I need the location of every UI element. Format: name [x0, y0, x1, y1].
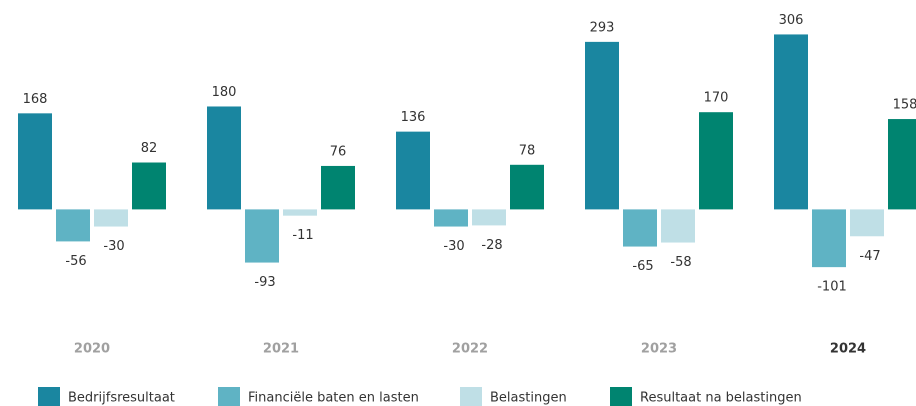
bar [623, 209, 657, 247]
bar [396, 131, 430, 210]
legend-swatch [610, 387, 632, 406]
bar [699, 112, 733, 210]
bar [585, 41, 619, 210]
bar [850, 209, 884, 237]
data-label: 293 [590, 20, 615, 35]
data-label: -93 [254, 275, 275, 290]
data-label: 82 [141, 141, 158, 156]
bar [661, 209, 695, 243]
bar [283, 209, 317, 216]
bar [510, 164, 544, 210]
bar [774, 34, 808, 210]
data-label: 168 [23, 92, 48, 107]
x-tick-label: 2024 [830, 342, 866, 357]
bar [94, 209, 128, 227]
bar [472, 209, 506, 226]
bar [132, 162, 166, 210]
bar [434, 209, 468, 227]
data-label: 76 [330, 144, 347, 159]
bar [207, 106, 241, 210]
data-label: 78 [519, 143, 536, 158]
legend-swatch [460, 387, 482, 406]
legend-swatch [218, 387, 240, 406]
data-label: -65 [632, 259, 653, 274]
legend-label: Resultaat na belastingen [640, 391, 802, 406]
legend-label: Belastingen [490, 391, 567, 406]
data-label: -30 [103, 239, 124, 254]
data-label: -58 [670, 255, 691, 270]
bar [18, 113, 52, 210]
legend-label: Financiële baten en lasten [248, 391, 419, 406]
data-label: -101 [817, 280, 847, 295]
data-label: -11 [292, 228, 313, 243]
x-tick-label: 2021 [263, 342, 299, 357]
bar [888, 119, 916, 210]
x-tick-label: 2023 [641, 342, 677, 357]
data-label: 170 [704, 91, 729, 106]
data-label: -47 [859, 249, 880, 264]
bar [321, 165, 355, 210]
bar [56, 209, 90, 242]
legend-swatch [38, 387, 60, 406]
legend-label: Bedrijfsresultaat [68, 391, 175, 406]
x-tick-label: 2020 [74, 342, 110, 357]
bar [812, 209, 846, 268]
data-label: -56 [65, 254, 86, 269]
data-label: -30 [443, 239, 464, 254]
data-label: 180 [212, 85, 237, 100]
x-tick-label: 2022 [452, 342, 488, 357]
data-label: -28 [481, 238, 502, 253]
data-label: 306 [779, 13, 804, 28]
data-label: 136 [401, 110, 426, 125]
data-label: 158 [893, 98, 916, 113]
bar [245, 209, 279, 263]
